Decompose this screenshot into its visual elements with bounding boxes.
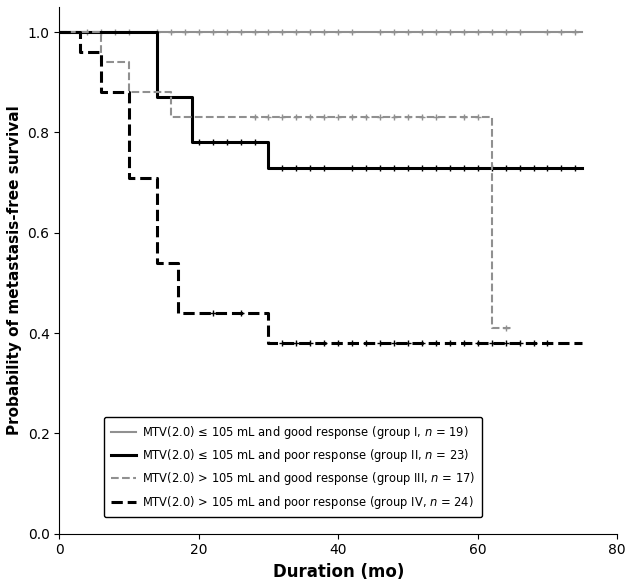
X-axis label: Duration (mo): Duration (mo) xyxy=(273,563,404,581)
Legend: MTV(2.0) ≤ 105 mL and good response (group I, $n$ = 19), MTV(2.0) ≤ 105 mL and p: MTV(2.0) ≤ 105 mL and good response (gro… xyxy=(104,417,482,517)
Y-axis label: Probability of metastasis-free survival: Probability of metastasis-free survival xyxy=(7,105,22,435)
